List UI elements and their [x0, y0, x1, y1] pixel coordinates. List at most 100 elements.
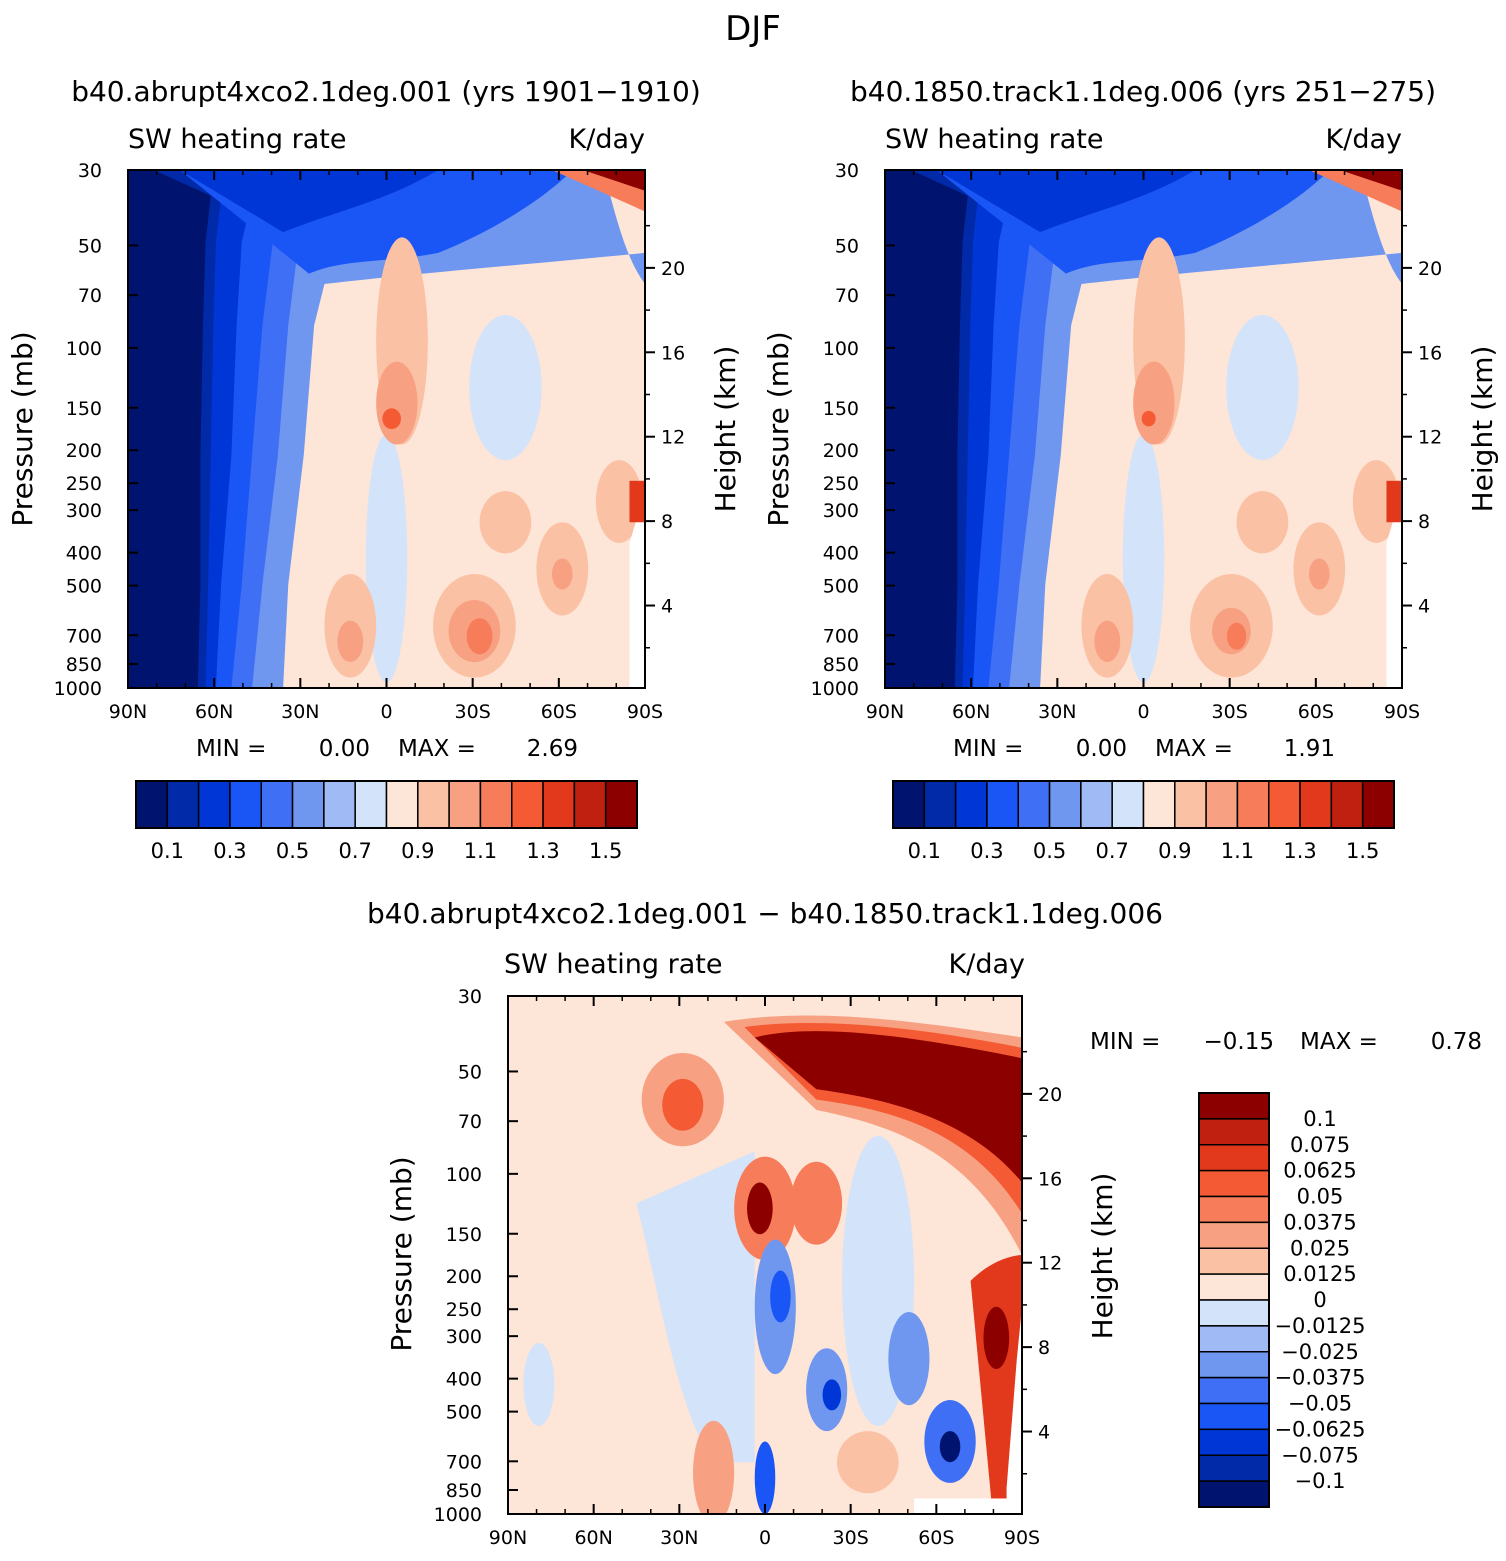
colorbar-box — [1198, 1144, 1270, 1172]
colorbar-label: 0.9 — [1158, 839, 1191, 863]
max-label: MAX = — [1155, 736, 1233, 762]
contour-band — [128, 170, 211, 688]
y-tick-label: 70 — [458, 1111, 482, 1133]
y-tick-label: 1000 — [811, 678, 859, 700]
contour-band — [754, 1031, 1022, 1183]
colorbar-label: 0.05 — [1297, 1185, 1344, 1209]
units-header: K/day — [569, 124, 645, 155]
colorbar-box — [1198, 1376, 1270, 1405]
colorbar-box — [1198, 1299, 1270, 1327]
min-value: 0.00 — [319, 736, 370, 762]
contour-band — [1236, 491, 1289, 554]
contour-band — [939, 1431, 961, 1463]
colorbar-box — [511, 780, 544, 829]
colorbar-box — [448, 780, 482, 829]
x-tick-label: 30S — [1212, 701, 1248, 723]
colorbar-label: −0.0125 — [1274, 1314, 1365, 1338]
colorbar-label: 0.9 — [401, 839, 434, 863]
x-tick-label: 60S — [1298, 701, 1334, 723]
colorbar-label: 0.1 — [151, 839, 184, 863]
min-label: MIN = — [1090, 1029, 1160, 1055]
colorbar-box — [1198, 1169, 1270, 1198]
colorbar-box — [385, 780, 419, 829]
contour-band — [936, 170, 1196, 233]
contour-band — [836, 1431, 899, 1494]
colorbar-box — [1330, 780, 1364, 829]
x-tick-label: 90S — [627, 701, 663, 723]
y-tick-label: 1000 — [434, 1504, 482, 1526]
y-tick-label: 30 — [78, 160, 102, 182]
colorbar-box — [1142, 780, 1176, 829]
colorbar-box — [1205, 780, 1239, 829]
height-tick-label: 8 — [1418, 511, 1430, 533]
colorbar-label: 0 — [1313, 1288, 1326, 1312]
colorbar-box — [1174, 780, 1207, 829]
y-tick-label: 150 — [823, 398, 859, 420]
colorbar-box — [923, 780, 957, 829]
colorbar-box — [135, 780, 169, 829]
y-tick-label: 1000 — [54, 678, 102, 700]
colorbar-box — [986, 780, 1019, 829]
y-tick-label: 850 — [446, 1480, 482, 1502]
colorbar-vertical: 0.10.0750.06250.050.03750.0250.01250−0.0… — [1198, 1092, 1366, 1508]
colorbar-box — [1080, 780, 1113, 829]
y-tick-label: 300 — [823, 500, 859, 522]
y-tick-label: 100 — [66, 338, 102, 360]
colorbar-box — [1198, 1428, 1270, 1456]
plot-axes: 90N 60N 30N 0 30S 60S 90S 30 50 70 100 150 200 250 300… — [811, 160, 1443, 723]
colorbar-label: 1.1 — [464, 839, 497, 863]
colorbar-label: 0.0625 — [1283, 1159, 1356, 1183]
contour-band — [1339, 170, 1402, 191]
y-tick-label: 700 — [446, 1451, 482, 1473]
colorbar-box — [604, 780, 638, 829]
contour-band — [747, 1182, 773, 1235]
y-tick-label: 300 — [446, 1326, 482, 1348]
y-tick-label: 50 — [835, 235, 859, 257]
height-tick-label: 8 — [1038, 1337, 1050, 1359]
panel-title: b40.abrupt4xco2.1deg.001 − b40.1850.trac… — [367, 897, 1163, 930]
missing-data-mask — [629, 491, 645, 688]
missing-data-mask — [1006, 1306, 1022, 1514]
x-tick-label: 30S — [833, 1527, 869, 1549]
colorbar-label: −0.0375 — [1274, 1366, 1365, 1390]
contour-band — [376, 361, 418, 445]
contour-band — [888, 1311, 930, 1406]
y-tick-label: 400 — [66, 543, 102, 565]
units-header: K/day — [1326, 124, 1402, 155]
colorbar-box — [166, 780, 200, 829]
x-tick-label: 60S — [541, 701, 577, 723]
y-tick-label: 30 — [835, 160, 859, 182]
colorbar-box — [1198, 1195, 1270, 1224]
max-value: 1.91 — [1284, 736, 1335, 762]
contour-band — [1226, 315, 1299, 461]
contour-band — [179, 170, 439, 233]
panel-title: b40.1850.track1.1deg.006 (yrs 251−275) — [850, 75, 1436, 108]
min-value: 0.00 — [1076, 736, 1127, 762]
max-value: 2.69 — [527, 736, 578, 762]
contour-band — [822, 1379, 842, 1411]
colorbar-box — [1361, 780, 1395, 829]
x-tick-label: 0 — [380, 701, 392, 723]
colorbar-label: 0.3 — [970, 839, 1003, 863]
colorbar-frame — [1198, 1092, 1270, 1508]
x-tick-label: 90S — [1004, 1527, 1040, 1549]
colorbar-label: 0.1 — [1303, 1107, 1336, 1131]
x-tick-label: 30S — [455, 701, 491, 723]
y-axis-label: Pressure (mb) — [762, 331, 795, 526]
height-tick-label: 16 — [661, 342, 685, 364]
min-label: MIN = — [953, 736, 1023, 762]
colorbar-label: −0.0625 — [1274, 1417, 1365, 1441]
colorbar-box — [197, 780, 231, 829]
colorbar-label: 0.5 — [1033, 839, 1066, 863]
x-tick-label: 90N — [109, 701, 147, 723]
y-tick-label: 100 — [446, 1164, 482, 1186]
y-axis-label-right: Height (km) — [1466, 346, 1499, 513]
x-tick-label: 90N — [866, 701, 904, 723]
missing-data-mask — [1386, 491, 1402, 688]
colorbar-box — [1198, 1480, 1270, 1508]
height-tick-label: 4 — [661, 596, 673, 618]
y-tick-label: 500 — [66, 576, 102, 598]
contour-field — [508, 996, 1022, 1514]
contour-band — [662, 1078, 704, 1131]
height-tick-label: 20 — [1038, 1084, 1062, 1106]
